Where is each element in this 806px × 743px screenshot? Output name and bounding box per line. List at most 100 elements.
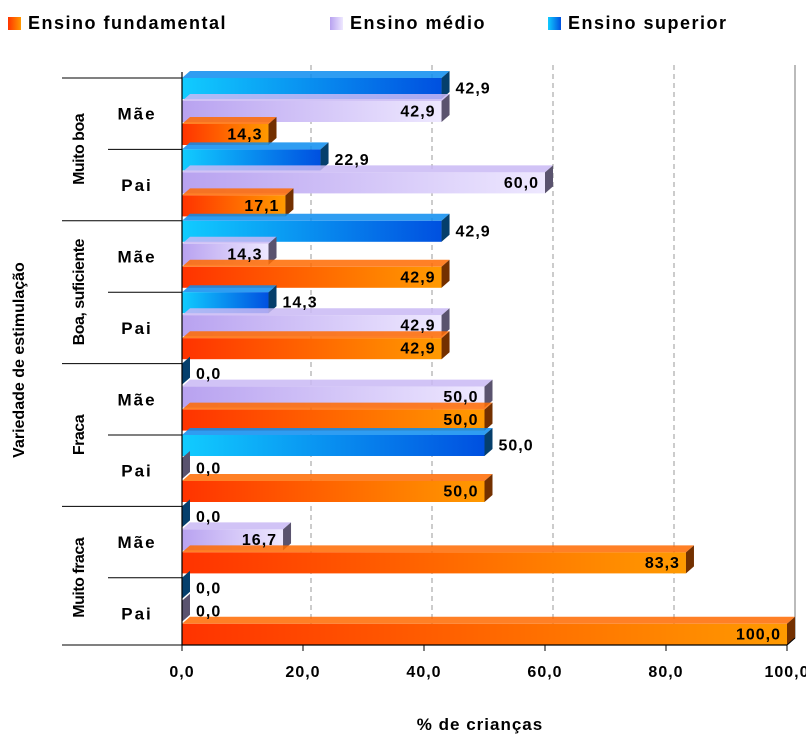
data-label: 100,0 bbox=[736, 626, 781, 643]
bar-side-face bbox=[441, 71, 450, 99]
data-label: 42,9 bbox=[400, 341, 435, 358]
bar-front-face bbox=[182, 124, 269, 145]
bar-front-face bbox=[182, 386, 485, 408]
bar-top-face bbox=[182, 428, 493, 435]
bar-front-face bbox=[182, 481, 485, 502]
bar-top-face bbox=[182, 117, 277, 124]
bar-front-face bbox=[182, 623, 787, 645]
data-label: 83,3 bbox=[645, 555, 680, 572]
bar-top-face bbox=[182, 308, 450, 316]
data-label: 16,7 bbox=[242, 532, 277, 549]
bar-fundamental bbox=[182, 117, 277, 145]
data-label: 0,0 bbox=[196, 366, 221, 383]
x-axis-depth bbox=[786, 637, 796, 646]
bar-side-face bbox=[182, 593, 190, 622]
bar-front-face bbox=[182, 172, 545, 194]
bar-top-face bbox=[182, 616, 795, 624]
bar-side-face bbox=[285, 188, 294, 217]
bar-side-face bbox=[320, 142, 329, 171]
bar-side-face bbox=[484, 379, 493, 408]
data-label: 14,3 bbox=[227, 246, 262, 263]
bar-side-face bbox=[484, 428, 493, 456]
bar-side-face bbox=[484, 474, 493, 502]
bar-fundamental bbox=[182, 545, 694, 574]
bar-medio bbox=[182, 451, 190, 479]
bar-front-face bbox=[182, 552, 686, 574]
bar-top-face bbox=[182, 94, 450, 101]
data-label: 14,3 bbox=[227, 127, 262, 144]
bar-front-face bbox=[182, 195, 286, 217]
x-tick-label: 40,0 bbox=[406, 664, 441, 681]
row-label: Pai bbox=[121, 319, 153, 338]
bar-front-face bbox=[182, 220, 442, 242]
bar-side-face bbox=[182, 499, 190, 528]
x-tick-label: 0,0 bbox=[169, 664, 194, 681]
bar-medio bbox=[182, 593, 190, 622]
bar-top-face bbox=[182, 331, 450, 339]
bar-side-face bbox=[484, 402, 493, 431]
bar-side-face bbox=[268, 236, 277, 265]
data-label: 0,0 bbox=[196, 580, 221, 597]
bar-top-face bbox=[182, 379, 493, 387]
data-label: 42,9 bbox=[456, 223, 491, 240]
bar-side-face bbox=[441, 213, 450, 242]
x-axis-title: % de crianças bbox=[417, 715, 543, 734]
bar-superior bbox=[182, 499, 190, 528]
group-label: Muito fraca bbox=[71, 537, 88, 617]
data-label: 0,0 bbox=[196, 603, 221, 620]
bar-side-face bbox=[441, 94, 450, 122]
group-label: Fraca bbox=[71, 414, 88, 455]
bar-side-face bbox=[441, 331, 450, 360]
data-label: 0,0 bbox=[196, 461, 221, 478]
row-label: Pai bbox=[121, 605, 153, 624]
bar-medio bbox=[182, 236, 277, 265]
bar-front-face bbox=[182, 101, 442, 122]
bar-side-face bbox=[182, 451, 190, 479]
bar-side-face bbox=[268, 285, 277, 314]
bar-superior bbox=[182, 213, 450, 242]
group-label: Boa, suficiente bbox=[71, 238, 88, 345]
bar-medio bbox=[182, 165, 553, 194]
data-label: 17,1 bbox=[244, 198, 279, 215]
bar-superior bbox=[182, 356, 190, 385]
legend-swatch bbox=[330, 17, 343, 30]
bar-medio bbox=[182, 308, 450, 337]
data-label: 22,9 bbox=[335, 152, 370, 169]
data-label: 42,9 bbox=[400, 269, 435, 286]
row-label: Mãe bbox=[117, 390, 156, 409]
legend-item-superior: Ensino superior bbox=[548, 13, 726, 33]
bar-fundamental bbox=[182, 188, 294, 217]
row-label: Mãe bbox=[117, 533, 156, 552]
data-label: 42,9 bbox=[400, 318, 435, 335]
legend-swatch bbox=[8, 17, 21, 30]
bar-top-face bbox=[182, 142, 329, 150]
legend-label: Ensino fundamental bbox=[28, 13, 227, 33]
bar-top-face bbox=[182, 285, 277, 293]
bar-medio bbox=[182, 94, 450, 122]
bar-side-face bbox=[182, 356, 190, 385]
bar-top-face bbox=[182, 402, 493, 410]
bar-front-face bbox=[182, 266, 442, 288]
bar-top-face bbox=[182, 474, 493, 481]
x-tick-label: 60,0 bbox=[527, 664, 562, 681]
x-tick-label: 80,0 bbox=[648, 664, 683, 681]
bar-superior bbox=[182, 71, 450, 99]
bar-superior bbox=[182, 570, 190, 599]
bar-fundamental bbox=[182, 474, 493, 502]
bar-fundamental bbox=[182, 259, 450, 288]
bar-front-face bbox=[182, 149, 321, 171]
bar-front-face bbox=[182, 409, 485, 431]
data-label: 42,9 bbox=[400, 104, 435, 121]
data-label: 14,3 bbox=[283, 295, 318, 312]
legend-swatch bbox=[548, 17, 561, 30]
bar-front-face bbox=[182, 243, 269, 265]
row-label: Mãe bbox=[117, 105, 156, 124]
bar-side-face bbox=[268, 117, 277, 145]
bar-medio bbox=[182, 379, 493, 408]
bar-side-face bbox=[441, 259, 450, 288]
bar-front-face bbox=[182, 315, 442, 337]
data-label: 50,0 bbox=[443, 389, 478, 406]
legend-label: Ensino médio bbox=[350, 13, 486, 33]
group-label: Muito boa bbox=[71, 113, 88, 185]
